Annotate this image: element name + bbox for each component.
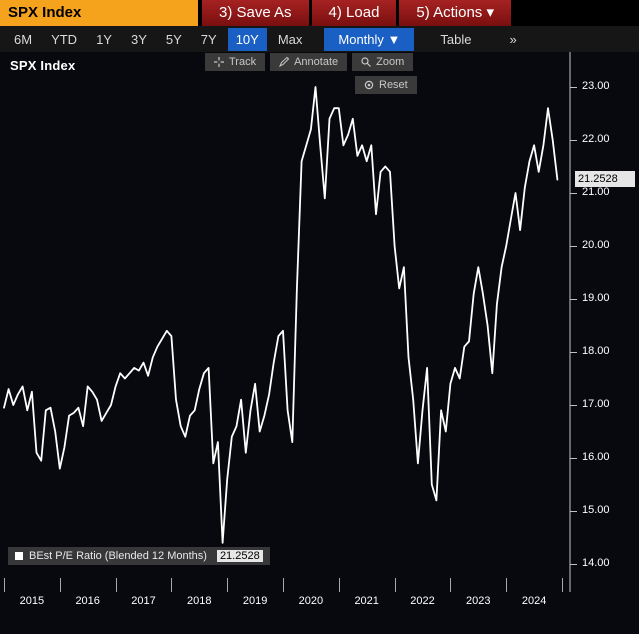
y-tick-label: 16.00 bbox=[582, 451, 610, 463]
annotate-label: Annotate bbox=[294, 56, 339, 68]
annotate-button[interactable]: Annotate bbox=[270, 53, 348, 71]
x-tick-label: 2015 bbox=[19, 595, 45, 607]
y-tick-mark bbox=[570, 87, 577, 88]
chart-tools-row-2: Reset bbox=[355, 76, 417, 94]
pe-line bbox=[3, 86, 559, 544]
y-tick-label: 18.00 bbox=[582, 345, 610, 357]
save-as-button[interactable]: 3) Save As bbox=[202, 0, 309, 26]
zoom-button[interactable]: Zoom bbox=[352, 53, 414, 71]
y-tick-mark bbox=[570, 352, 577, 353]
top-menu-bar: SPX Index 3) Save As 4) Load 5) Actions ▾ bbox=[0, 0, 639, 26]
chart-title: SPX Index bbox=[10, 58, 76, 73]
y-tick-mark bbox=[570, 193, 577, 194]
x-tick-label: 2016 bbox=[75, 595, 100, 607]
range-tabs: 6M YTD 1Y 3Y 5Y 7Y 10Y Max bbox=[6, 27, 310, 51]
legend[interactable]: BEst P/E Ratio (Blended 12 Months) 21.25… bbox=[8, 547, 270, 565]
y-tick-mark bbox=[570, 405, 577, 406]
actions-button[interactable]: 5) Actions ▾ bbox=[399, 0, 511, 26]
chart-panel: SPX Index Track Annotate bbox=[0, 52, 639, 634]
y-tick-label: 22.00 bbox=[582, 133, 610, 145]
table-button[interactable]: Table bbox=[440, 31, 472, 47]
x-tick-mark bbox=[338, 578, 340, 592]
x-tick-label: 2024 bbox=[521, 595, 547, 607]
x-tick-mark bbox=[394, 578, 396, 592]
x-tick-mark bbox=[4, 578, 5, 592]
chart-tools: Track Annotate Zoom bbox=[205, 53, 417, 94]
y-tick-mark bbox=[570, 299, 577, 300]
range-tab-7y[interactable]: 7Y bbox=[200, 31, 217, 47]
track-label: Track bbox=[229, 56, 257, 68]
legend-label: BEst P/E Ratio (Blended 12 Months) bbox=[29, 550, 207, 562]
x-tick-mark bbox=[450, 578, 452, 592]
y-tick-mark bbox=[570, 511, 577, 512]
y-tick-label: 21.00 bbox=[582, 186, 610, 198]
range-tab-ytd[interactable]: YTD bbox=[51, 31, 78, 47]
track-button[interactable]: Track bbox=[205, 53, 266, 71]
y-tick-label: 15.00 bbox=[582, 504, 610, 516]
x-tick-label: 2017 bbox=[131, 595, 156, 607]
legend-value: 21.2528 bbox=[216, 550, 263, 562]
range-tab-max[interactable]: Max bbox=[277, 31, 303, 47]
ticker-field[interactable]: SPX Index bbox=[0, 0, 198, 26]
x-tick-label: 2019 bbox=[242, 595, 268, 607]
chart-tools-row: Track Annotate Zoom bbox=[205, 53, 417, 71]
x-tick-label: 2018 bbox=[187, 595, 212, 607]
y-tick-mark bbox=[570, 564, 577, 565]
y-tick-label: 20.00 bbox=[582, 239, 610, 251]
y-tick-label: 19.00 bbox=[582, 292, 610, 304]
y-tick-label: 17.00 bbox=[582, 398, 610, 410]
crosshair-icon bbox=[214, 57, 224, 67]
load-button[interactable]: 4) Load bbox=[311, 0, 397, 26]
range-toolbar: 6M YTD 1Y 3Y 5Y 7Y 10Y Max Monthly ▼ Table » bbox=[0, 26, 639, 52]
reset-button[interactable]: Reset bbox=[355, 76, 417, 94]
y-tick-label: 14.00 bbox=[582, 557, 610, 569]
zoom-label: Zoom bbox=[376, 56, 405, 68]
x-tick-mark bbox=[562, 578, 563, 592]
range-tab-6m[interactable]: 6M bbox=[14, 31, 33, 47]
x-tick-label: 2020 bbox=[298, 595, 324, 607]
reset-icon bbox=[364, 80, 374, 90]
last-value-badge: 21.2528 bbox=[575, 170, 635, 187]
x-tick-label: 2022 bbox=[410, 595, 435, 607]
x-tick-mark bbox=[283, 578, 284, 592]
y-tick-mark bbox=[570, 458, 577, 459]
range-tab-10y[interactable]: 10Y bbox=[227, 27, 267, 51]
reset-label: Reset bbox=[379, 79, 408, 91]
y-tick-mark bbox=[570, 246, 577, 247]
range-tab-5y[interactable]: 5Y bbox=[165, 31, 182, 47]
x-tick-mark bbox=[171, 578, 173, 592]
x-tick-mark bbox=[115, 578, 117, 592]
magnifier-icon bbox=[361, 57, 372, 67]
x-tick-mark bbox=[227, 578, 229, 592]
range-tab-1y[interactable]: 1Y bbox=[96, 31, 112, 47]
pencil-icon bbox=[279, 57, 290, 67]
top-menu-items: 3) Save As 4) Load 5) Actions ▾ bbox=[202, 0, 511, 26]
overflow-button[interactable]: » bbox=[509, 31, 517, 47]
x-tick-mark bbox=[506, 578, 508, 592]
y-tick-mark bbox=[570, 140, 577, 141]
y-tick-label: 23.00 bbox=[582, 80, 610, 92]
range-tab-3y[interactable]: 3Y bbox=[130, 31, 147, 47]
period-dropdown[interactable]: Monthly ▼ bbox=[324, 27, 415, 51]
x-tick-label: 2023 bbox=[466, 595, 491, 607]
x-tick-mark bbox=[59, 578, 61, 592]
x-tick-label: 2021 bbox=[354, 595, 379, 607]
series-swatch-icon bbox=[15, 552, 23, 560]
